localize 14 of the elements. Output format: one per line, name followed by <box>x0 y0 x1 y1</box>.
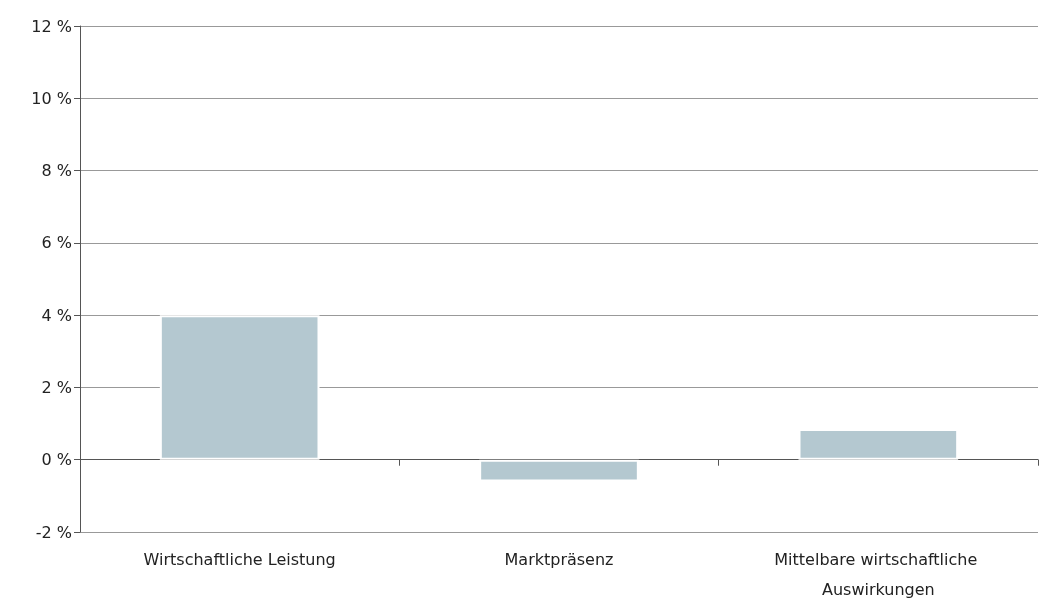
y-tick-label: 4 % <box>41 305 72 325</box>
y-tick-label: 10 % <box>31 88 72 108</box>
x-tick-label: Marktpräsenz <box>504 549 614 569</box>
bar <box>798 428 959 460</box>
x-tick-label: Mittelbare wirtschaftliche Auswirkungen <box>774 549 983 599</box>
bar <box>479 459 639 482</box>
bar <box>159 315 320 460</box>
y-tick-label: 8 % <box>41 161 72 181</box>
y-tick-label: -2 % <box>35 522 72 542</box>
y-tick-label: 0 % <box>41 450 72 470</box>
y-tick-label: 2 % <box>41 377 72 397</box>
y-tick-label: 12 % <box>31 16 72 36</box>
x-tick-label: Wirtschaftliche Leistung <box>143 549 336 569</box>
y-tick-label: 6 % <box>41 233 72 253</box>
